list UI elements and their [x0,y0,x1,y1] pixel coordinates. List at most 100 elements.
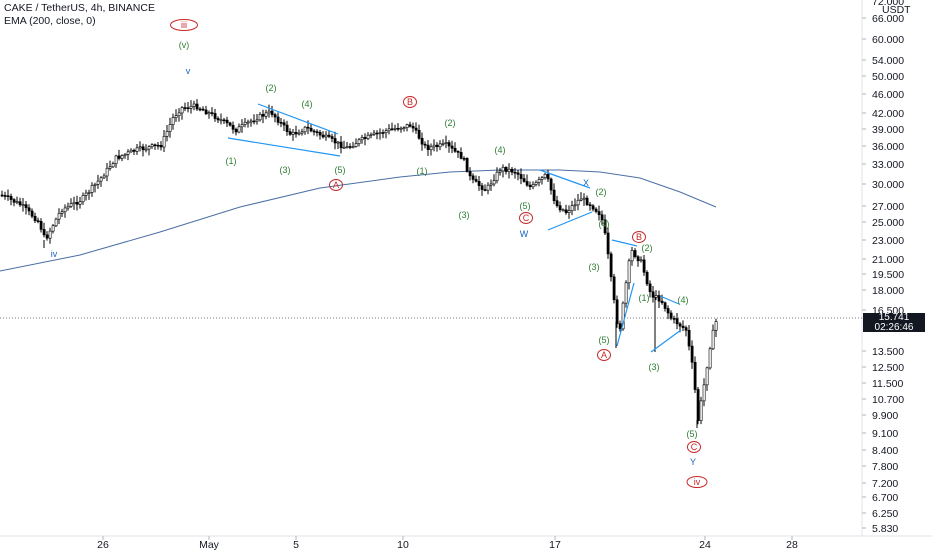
candle-body [204,109,208,115]
time-tick-label[interactable]: 17 [549,539,561,551]
candle-body [264,112,268,117]
wave-label[interactable]: W [520,229,529,239]
price-tick-label[interactable]: 21.000 [872,254,904,266]
price-tick-label[interactable]: 36.000 [872,141,904,153]
price-tick-label[interactable]: 19.500 [872,269,904,281]
time-tick-label[interactable]: 24 [699,539,711,551]
price-tick-label[interactable]: 18.000 [872,285,904,297]
trendline[interactable] [227,137,341,157]
price-tick-label[interactable]: 8.400 [872,445,898,457]
wave-label[interactable]: (3) [589,262,600,272]
price-tick-label[interactable]: 13.500 [872,346,904,358]
price-tick-label[interactable]: 54.000 [872,55,904,67]
price-tick-label[interactable]: 60.000 [872,34,904,46]
price-tick-label[interactable]: 42.000 [872,108,904,120]
candle-body [69,203,73,207]
trendline[interactable] [650,329,682,353]
price-tick-label[interactable]: 7.200 [872,478,898,490]
trendline[interactable] [257,103,339,135]
wave-label[interactable]: (2) [266,83,277,93]
candle-body [552,189,556,202]
candle-body [609,253,613,278]
wave-label[interactable]: (1) [226,156,237,166]
price-tick-label[interactable]: 9.900 [872,410,898,422]
price-tick-label[interactable]: 6.700 [872,492,898,504]
wave-label[interactable]: A [601,350,607,360]
wave-label[interactable]: (1) [417,166,428,176]
wave-label[interactable]: (5) [335,165,346,175]
candle-body [105,167,109,177]
price-tick-label[interactable]: 30.000 [872,179,904,191]
trendline[interactable] [616,282,635,347]
price-tick-label[interactable]: 50.000 [872,71,904,83]
wave-label[interactable]: (4) [599,219,610,229]
price-tick-label[interactable]: 6.250 [872,508,898,520]
wave-label[interactable]: (4) [302,99,313,109]
wave-label[interactable]: X [583,178,589,188]
price-tick-label[interactable]: 33.000 [872,159,904,171]
candle-body [234,128,238,133]
wave-label[interactable]: (1) [639,293,650,303]
wave-label[interactable]: (4) [678,295,689,305]
candle-body [648,283,652,293]
candle-body [102,175,106,179]
wave-label[interactable]: (2) [596,187,607,197]
candle-body [144,148,148,151]
time-tick-label[interactable]: 10 [397,539,409,551]
wave-label[interactable]: (5) [687,429,698,439]
wave-label[interactable]: (5) [520,201,531,211]
wave-label[interactable]: A [333,180,339,190]
price-tick-label[interactable]: 12.500 [872,362,904,374]
wave-label[interactable]: (3) [649,362,660,372]
candle-body [123,154,127,156]
ema-indicator-label[interactable]: EMA (200, close, 0) [4,15,96,27]
wave-label[interactable]: (2) [642,243,653,253]
wave-label[interactable]: B [407,97,413,107]
wave-label[interactable]: Y [690,457,696,467]
price-tick-label[interactable]: 10.700 [872,394,904,406]
candle-body [402,127,406,129]
price-tick-label[interactable]: 46.000 [872,89,904,101]
wave-label[interactable]: iii [181,20,187,30]
price-tick-label[interactable]: 5.830 [872,523,898,535]
price-tick-label[interactable]: 11.500 [872,378,903,390]
wave-label[interactable]: (3) [459,210,470,220]
candle-body [237,126,241,133]
wave-label[interactable]: (3) [280,165,291,175]
wave-label[interactable]: iv [694,477,701,487]
price-tick-label[interactable]: 25.000 [872,217,904,229]
time-tick-label[interactable]: 5 [293,539,299,551]
price-tick-label[interactable]: 66.000 [872,13,904,25]
trendline[interactable] [547,211,593,231]
candle-body [171,117,175,125]
candle-body [591,205,595,210]
candle-body [294,131,298,135]
wave-label[interactable]: (v) [179,40,190,50]
price-tick-label[interactable]: 39.000 [872,124,904,136]
candle-body [354,143,358,147]
wave-label[interactable]: C [523,213,530,223]
time-tick-label[interactable]: 28 [786,539,798,551]
time-tick-label[interactable]: May [199,539,220,551]
price-tick-label[interactable]: 27.000 [872,201,904,213]
wave-label[interactable]: iv [51,249,58,259]
wave-label[interactable]: (5) [599,335,610,345]
trendline[interactable] [611,239,638,247]
trendline[interactable] [539,169,591,189]
time-tick-label[interactable]: 26 [97,539,109,551]
wave-label[interactable]: (2) [445,118,456,128]
price-tick-label[interactable]: 7.800 [872,461,898,473]
candle-body [189,106,193,109]
trendline[interactable] [659,295,680,305]
wave-label[interactable]: (4) [495,145,506,155]
wave-label[interactable]: C [691,442,698,452]
price-tick-label[interactable]: 9.100 [872,428,898,440]
wave-label[interactable]: B [636,232,642,242]
wave-label[interactable]: v [186,66,191,76]
symbol-title[interactable]: CAKE / TetherUS, 4h, BINANCE [4,2,155,14]
price-tick-label[interactable]: 23.000 [872,235,904,247]
candle-body [162,136,166,148]
candle-body [516,172,520,175]
